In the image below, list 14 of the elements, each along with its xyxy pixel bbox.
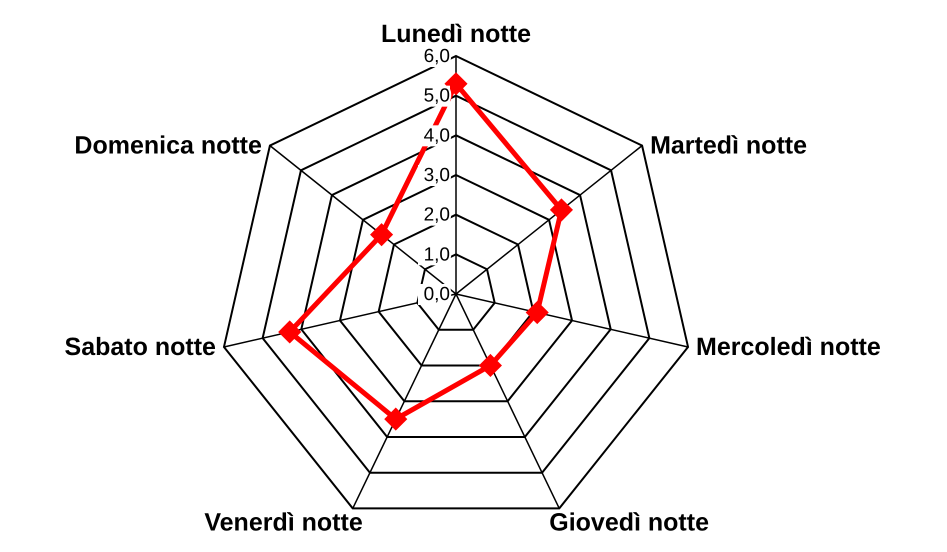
y-tick-label: 1,0 — [424, 244, 450, 266]
spoke-label: Venerdì notte — [204, 508, 363, 536]
y-tick-label: 5,0 — [424, 86, 450, 107]
spoke-label: Giovedì notte — [549, 508, 710, 536]
spoke-label: Mercoledì notte — [696, 332, 881, 361]
y-tick-label: 3,0 — [424, 165, 450, 186]
spoke-label: Lunedì notte — [381, 20, 532, 48]
spoke-label: Sabato notte — [64, 332, 216, 361]
spoke-label: Martedì notte — [650, 132, 808, 160]
spoke-label: Domenica notte — [74, 132, 262, 160]
y-tick-label: 0,0 — [424, 284, 450, 305]
y-tick-label: 2,0 — [424, 204, 450, 226]
y-tick-label: 4,0 — [424, 125, 450, 146]
y-tick-label: 6,0 — [424, 46, 450, 67]
